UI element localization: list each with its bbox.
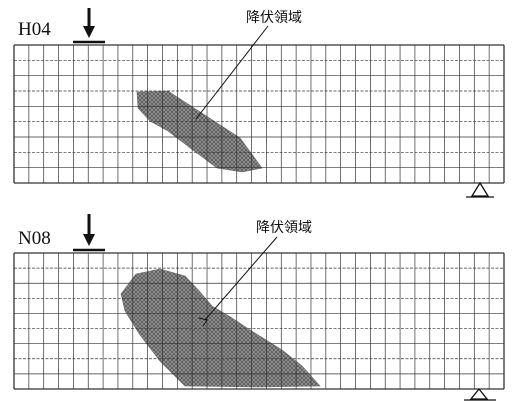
yield-region-h04: [136, 90, 263, 173]
mesh-grid-n08: [13, 252, 505, 390]
callout-label-n08: 降伏領域: [256, 219, 312, 236]
triangle-support-icon: [466, 181, 494, 198]
mesh-grid-h04: [13, 44, 505, 184]
panel-n08: N08 降伏領域: [13, 214, 505, 401]
callout-label-h04: 降伏領域: [246, 9, 302, 26]
panel-label-n08: N08: [18, 228, 51, 249]
panel-h04: H04 降伏領域: [13, 8, 505, 198]
down-arrow-icon: [73, 8, 105, 44]
down-arrow-icon: [73, 214, 105, 252]
yield-region-n08: [120, 268, 321, 388]
triangle-support-icon: [464, 387, 496, 401]
callout-leader-n08: [204, 236, 278, 321]
panel-label-h04: H04: [18, 19, 51, 40]
callout-leader-h04: [195, 25, 269, 120]
